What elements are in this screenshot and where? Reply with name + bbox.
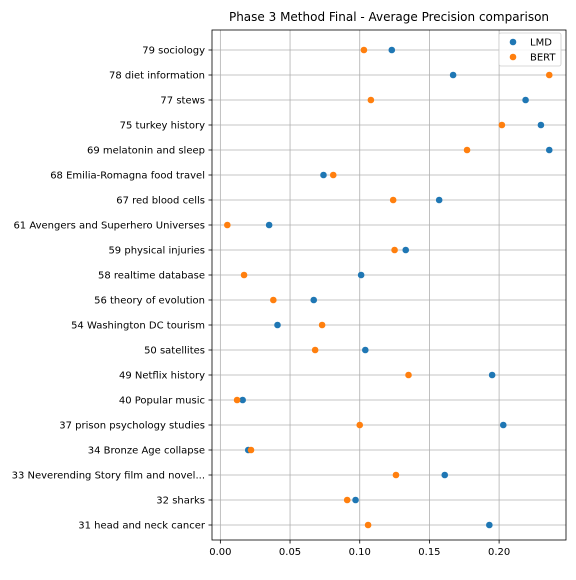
data-points <box>224 46 553 529</box>
data-point-lmd <box>537 121 545 129</box>
data-point-lmd <box>522 96 529 104</box>
data-point-bert <box>391 246 398 254</box>
y-tick-label: 31 head and neck cancer <box>78 521 206 532</box>
y-tick-label: 67 red blood cells <box>116 196 205 207</box>
axes: 0.00 0.05 0.10 0.15 0.20 79 sociology 78 diet … <box>12 46 511 559</box>
grid <box>212 30 566 540</box>
data-point-lmd <box>488 371 496 379</box>
y-tick-label: 69 melatonin and sleep <box>87 146 205 157</box>
data-point-lmd <box>402 246 410 254</box>
data-point-bert <box>389 196 397 204</box>
data-point-bert <box>545 71 553 79</box>
data-point-bert <box>247 446 255 454</box>
data-point-lmd <box>449 71 457 79</box>
y-tick-label: 49 Netflix history <box>119 371 205 382</box>
data-point-bert <box>367 96 375 104</box>
data-point-lmd <box>265 221 273 229</box>
data-point-lmd <box>352 496 359 504</box>
data-point-lmd <box>441 471 449 479</box>
y-tick-label: 77 stews <box>160 96 205 107</box>
data-point-bert <box>405 371 412 379</box>
x-tick-label: 0.10 <box>349 547 371 558</box>
legend-marker <box>509 53 517 61</box>
data-point-bert <box>311 346 319 354</box>
data-point-bert <box>270 296 277 304</box>
y-tick-label: 32 sharks <box>156 496 205 507</box>
data-point-bert <box>329 171 337 179</box>
x-tick-label: 0.05 <box>279 547 301 558</box>
data-point-bert <box>463 146 471 154</box>
y-tick-label: 78 diet information <box>109 71 205 82</box>
data-point-lmd <box>388 46 396 54</box>
data-point-lmd <box>320 171 327 179</box>
x-tick-label: 0.00 <box>209 547 231 558</box>
x-tick-label: 0.15 <box>418 547 440 558</box>
y-tick-label: 54 Washington DC tourism <box>71 321 205 332</box>
legend: LMD BERT <box>498 32 562 67</box>
y-tick-label: 40 Popular music <box>119 396 205 407</box>
y-tick-label: 75 turkey history <box>120 121 205 132</box>
data-point-bert <box>233 396 241 404</box>
data-point-bert <box>360 46 368 54</box>
y-tick-label: 37 prison psychology studies <box>59 421 205 432</box>
data-point-lmd <box>310 296 318 304</box>
y-tick-label: 61 Avengers and Superhero Universes <box>13 221 205 232</box>
data-point-lmd <box>499 421 507 429</box>
data-point-bert <box>343 496 351 504</box>
y-tick-label: 50 satellites <box>144 346 205 357</box>
series-bert <box>224 46 553 529</box>
y-tick-label: 59 physical injuries <box>108 246 205 257</box>
data-point-bert <box>318 321 326 329</box>
data-point-lmd <box>274 321 281 329</box>
legend-label: BERT <box>530 53 556 64</box>
y-tick-label: 58 realtime database <box>98 271 205 282</box>
data-point-bert <box>392 471 400 479</box>
data-point-lmd <box>357 271 365 279</box>
data-point-lmd <box>486 521 493 529</box>
data-point-lmd <box>545 146 553 154</box>
y-tick-label: 79 sociology <box>142 46 205 57</box>
y-tick-label: 33 Neverending Story film and novel... <box>12 471 205 482</box>
x-tick-label: 0.20 <box>488 547 510 558</box>
data-point-lmd <box>435 196 443 204</box>
chart-title: Phase 3 Method Final - Average Precision… <box>229 10 549 24</box>
y-tick-label: 68 Emilia-Romagna food travel <box>50 171 205 182</box>
series-lmd <box>239 46 553 529</box>
plot-frame <box>211 29 567 541</box>
legend-marker <box>509 38 517 46</box>
data-point-bert <box>356 421 364 429</box>
y-tick-label: 56 theory of evolution <box>94 296 205 307</box>
legend-label: LMD <box>530 38 552 49</box>
data-point-bert <box>364 521 372 529</box>
data-point-lmd <box>362 346 369 354</box>
data-point-bert <box>498 121 506 129</box>
y-tick-label: 34 Bronze Age collapse <box>88 446 205 457</box>
data-point-bert <box>240 271 248 279</box>
data-point-lmd <box>239 396 246 404</box>
data-point-bert <box>224 221 231 229</box>
